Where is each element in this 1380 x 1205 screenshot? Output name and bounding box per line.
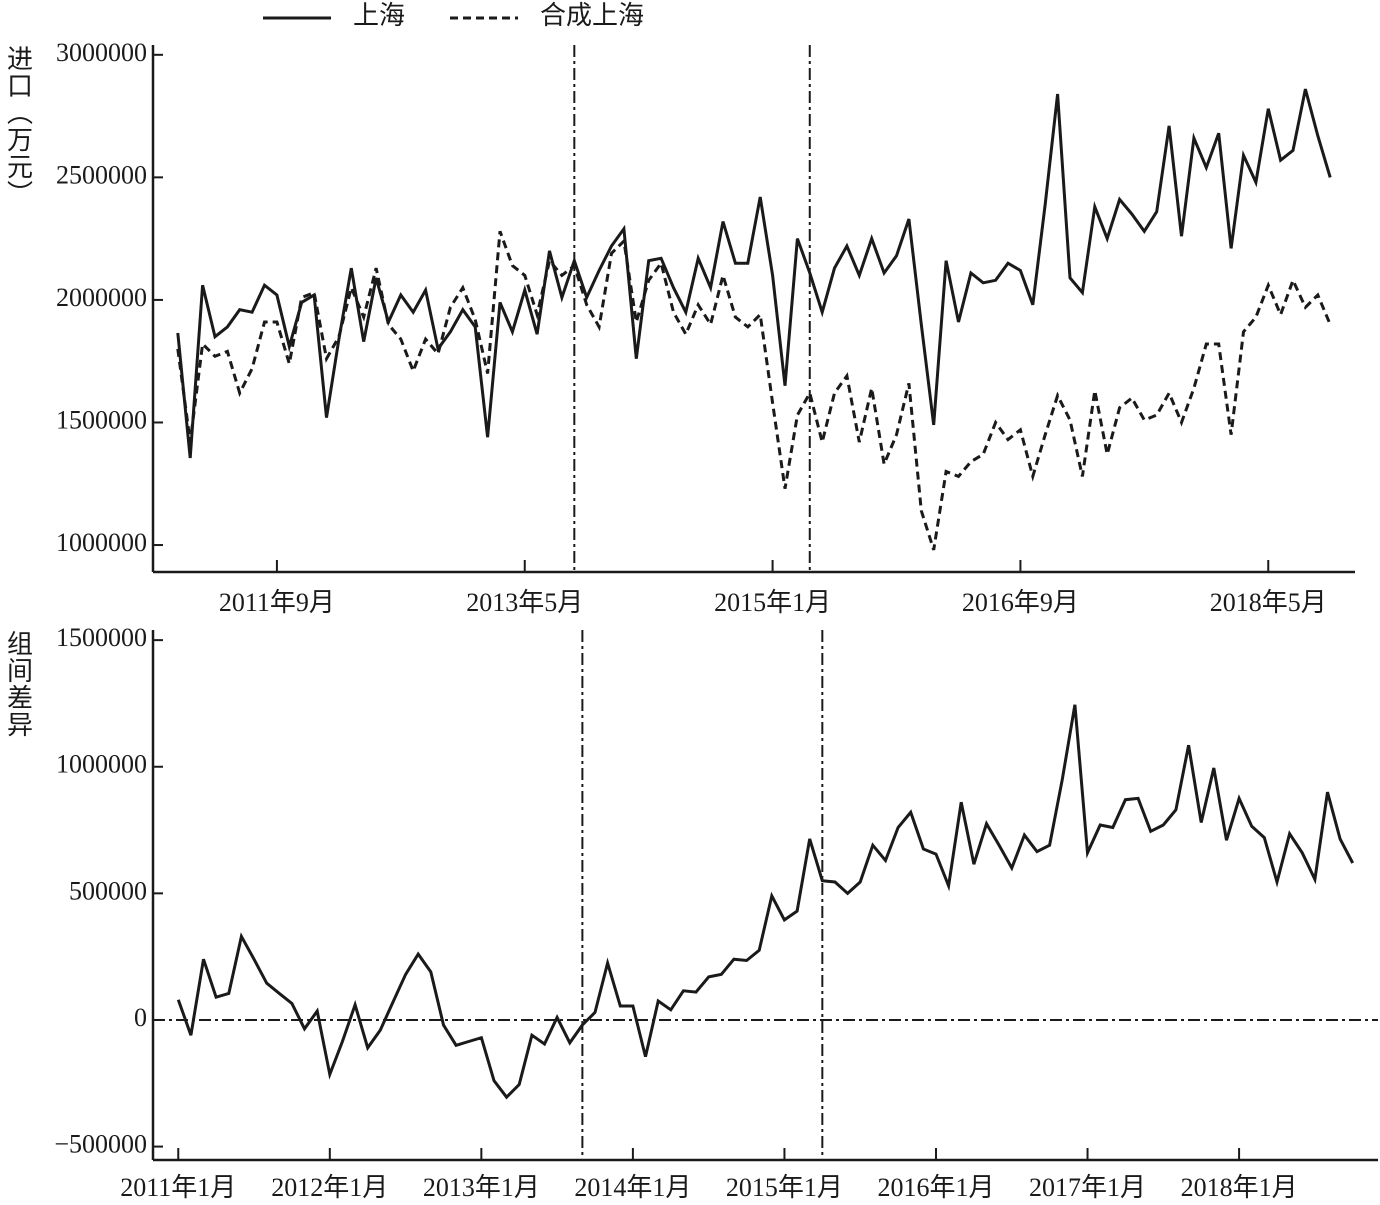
y-tick-label: 2500000 [56,160,147,189]
y-tick-label: 500000 [69,876,147,905]
y-tick-label: 3000000 [56,38,147,67]
x-tick-label: 2014年1月 [574,1173,691,1202]
x-tick-label: 2013年5月 [466,588,583,617]
x-tick-label: 2016年9月 [962,588,1079,617]
data-line [176,704,1355,1100]
y-tick-label: 1500000 [56,623,147,652]
x-tick-label: 2013年1月 [423,1173,540,1202]
x-tick-label: 2015年1月 [714,588,831,617]
y-tick-label: 0 [134,1003,147,1032]
y-tick-label: 1500000 [56,405,147,434]
y-tick-label: 1000000 [56,528,147,557]
x-tick-label: 2011年1月 [120,1173,236,1202]
x-tick-label: 2011年9月 [219,588,335,617]
data-line [176,230,1332,551]
legend-label: 合成上海 [540,1,644,30]
y-axis-label: 组间差异 [4,630,33,738]
x-tick-label: 2018年5月 [1210,588,1327,617]
legend-label: 上海 [353,1,405,30]
y-tick-label: 2000000 [56,283,147,312]
x-tick-label: 2016年1月 [877,1173,994,1202]
x-tick-label: 2012年1月 [271,1173,388,1202]
y-tick-label: −500000 [54,1130,147,1159]
y-tick-label: 1000000 [56,750,147,779]
x-tick-label: 2018年1月 [1181,1173,1298,1202]
y-axis-label: 进口（万元） [4,45,33,207]
x-tick-label: 2015年1月 [726,1173,843,1202]
data-line [176,88,1332,459]
x-tick-label: 2017年1月 [1029,1173,1146,1202]
